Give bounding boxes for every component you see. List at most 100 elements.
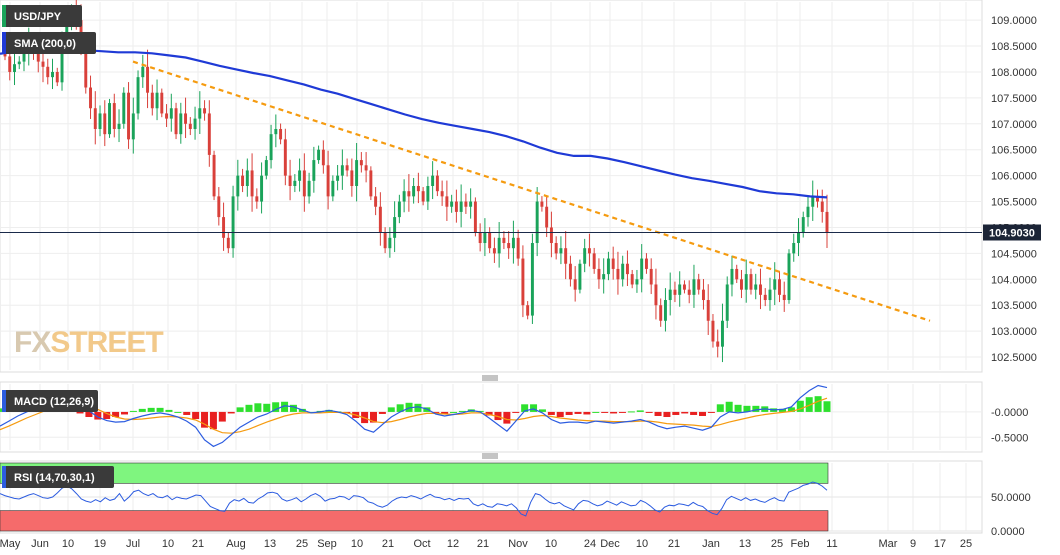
candle-body [13, 64, 16, 72]
y-tick-label: -0.0000 [991, 407, 1028, 419]
candle-body [573, 279, 577, 290]
current-price-label: 104.9030 [989, 227, 1035, 239]
candle-body [393, 217, 397, 238]
candle [440, 180, 444, 206]
candle-body [488, 232, 492, 249]
candle-body [587, 248, 591, 254]
candle-body [179, 113, 183, 135]
trendline [132, 60, 931, 322]
x-tick-label: 21 [477, 538, 489, 550]
macd-histogram-bar [289, 404, 297, 412]
candle-body [625, 263, 629, 275]
candle [573, 266, 577, 302]
y-tick-label: 103.5000 [991, 300, 1037, 312]
candle-body [231, 196, 235, 249]
macd-histogram-bar [414, 403, 422, 412]
candle [231, 185, 235, 258]
candle-body [583, 248, 587, 264]
candle-body [740, 279, 743, 290]
panel-resize-handle[interactable] [482, 453, 498, 459]
x-tick-label: 13 [264, 538, 276, 550]
x-tick-label: 11 [826, 538, 837, 550]
candle-body [198, 108, 202, 119]
macd-histogram-bar [0, 408, 4, 412]
macd-histogram-bar [165, 409, 173, 412]
legend-macd[interactable]: MACD (12,26,9) [2, 390, 98, 412]
candle [393, 201, 397, 253]
candle-body [711, 320, 715, 342]
candle [150, 84, 154, 116]
watermark: FXSTREET [14, 326, 163, 359]
candle [117, 109, 121, 143]
candle [682, 280, 686, 294]
y-tick-label: 107.5000 [991, 93, 1037, 105]
candle-body [255, 196, 259, 202]
macd-histogram-bar [254, 403, 262, 412]
macd-histogram-bar [574, 411, 582, 414]
candle [89, 75, 92, 119]
candle [160, 88, 164, 118]
y-tick-label: 104.5000 [991, 248, 1037, 260]
candle-body [412, 186, 416, 197]
candle [450, 194, 454, 213]
candle [597, 258, 601, 289]
candle-body [36, 53, 40, 62]
candle [740, 269, 743, 299]
rsi-series [0, 481, 828, 517]
candle [155, 79, 159, 121]
x-tick-label: Dec [600, 538, 620, 550]
candle [763, 288, 767, 307]
candle [483, 218, 487, 257]
current-price-badge: 104.9030 [983, 224, 1041, 241]
candle-body [768, 289, 772, 301]
macd-histogram-bar [432, 411, 440, 413]
candle [663, 288, 667, 332]
candle [754, 273, 758, 300]
candle-body [302, 170, 306, 197]
candle-body [611, 258, 615, 269]
candle-body [250, 170, 254, 197]
legend-sma[interactable]: SMA (200,0) [2, 32, 96, 54]
candle [407, 174, 411, 212]
x-tick-label: 21 [668, 538, 680, 550]
candle-body [46, 66, 50, 78]
candle-body [312, 160, 316, 181]
candle-body [108, 103, 112, 135]
candle-body [274, 128, 278, 135]
x-tick-label: 25 [771, 538, 783, 550]
macd-histogram-bar [734, 404, 742, 412]
candle-body [141, 66, 145, 78]
y-axis: 109.0000 108.5000 108.0000 107.5000 107.0000… [991, 15, 1037, 538]
candle [488, 227, 492, 254]
candle-body [374, 196, 378, 207]
candle [787, 249, 791, 304]
legend-usdjpy[interactable]: USD/JPY [2, 5, 82, 27]
candle-body [369, 170, 373, 197]
candle [317, 145, 321, 164]
panel-resize-handle[interactable] [482, 375, 498, 381]
candle [678, 271, 682, 307]
candle-body [293, 180, 297, 186]
candle-body [307, 180, 311, 197]
candle-body [236, 175, 240, 197]
candle [782, 281, 786, 312]
candle [245, 158, 249, 197]
macd-histogram-bar [120, 411, 128, 415]
x-tick-label: Jun [31, 538, 49, 550]
candle-body [787, 253, 791, 301]
candle-body [207, 113, 211, 155]
candle-body [720, 320, 724, 347]
overlays [0, 45, 931, 322]
candle-body [754, 284, 758, 290]
candle [583, 238, 587, 273]
legend-rsi[interactable]: RSI (14,70,30,1) [2, 466, 114, 488]
candle [720, 303, 724, 363]
macd-histogram-bar [681, 411, 689, 414]
candle [136, 70, 140, 120]
candle-body [592, 253, 596, 269]
candle [592, 247, 596, 274]
candle-body [98, 113, 102, 129]
macd-histogram-bar [85, 411, 93, 417]
macd-histogram-bar [725, 401, 733, 412]
y-tick-label: 0.0000 [991, 526, 1025, 538]
